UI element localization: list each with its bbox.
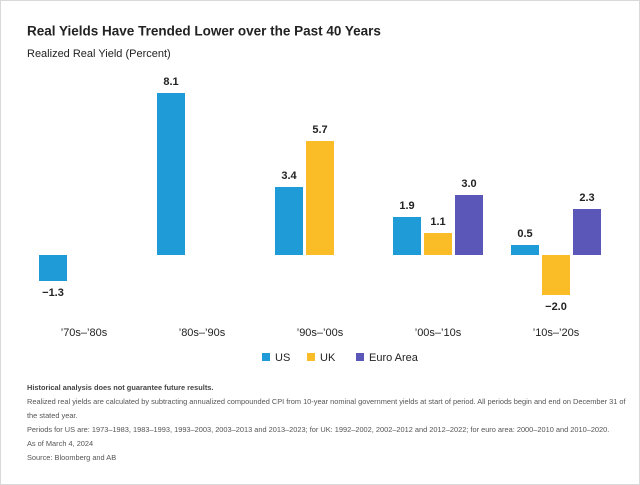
data-label: 1.1 [430, 216, 445, 228]
footnotes: Historical analysis does not guarantee f… [27, 381, 627, 465]
legend-label: Euro Area [369, 352, 419, 364]
legend-swatch [262, 353, 270, 361]
legend-label: US [275, 352, 290, 364]
bar [511, 245, 539, 255]
footnote: As of March 4, 2024 [27, 439, 94, 448]
bar [393, 217, 421, 255]
legend-label: UK [320, 352, 336, 364]
bar [275, 187, 303, 255]
data-label: 0.5 [517, 228, 532, 240]
footnote: Historical analysis does not guarantee f… [27, 383, 214, 392]
data-label: −1.3 [42, 287, 64, 299]
chart-subtitle: Realized Real Yield (Percent) [27, 48, 171, 60]
footnote: Realized real yields are calculated by s… [27, 397, 626, 420]
data-label: −2.0 [545, 301, 567, 313]
data-label: 2.3 [579, 192, 594, 204]
bar [306, 141, 334, 255]
x-tick-label: ’70s–’80s [61, 327, 108, 339]
bar [573, 209, 601, 255]
chart-title: Real Yields Have Trended Lower over the … [27, 24, 381, 39]
legend-swatch [356, 353, 364, 361]
footnote: Source: Bloomberg and AB [27, 453, 117, 462]
data-label: 8.1 [163, 76, 178, 88]
footnote: Periods for US are: 1973–1983, 1983–1993… [27, 425, 610, 434]
chart: Real Yields Have Trended Lower over the … [27, 24, 601, 364]
bar [542, 255, 570, 295]
data-label: 3.0 [461, 178, 476, 190]
data-label: 3.4 [281, 170, 297, 182]
x-tick-label: ’10s–’20s [533, 327, 580, 339]
bar [424, 233, 452, 255]
x-tick-label: ’80s–’90s [179, 327, 226, 339]
legend-swatch [307, 353, 315, 361]
bar [39, 255, 67, 281]
x-tick-label: ’00s–’10s [415, 327, 462, 339]
bar [157, 93, 185, 255]
data-label: 1.9 [399, 200, 414, 212]
data-label: 5.7 [312, 124, 327, 136]
x-tick-label: ’90s–’00s [297, 327, 344, 339]
bar [455, 195, 483, 255]
